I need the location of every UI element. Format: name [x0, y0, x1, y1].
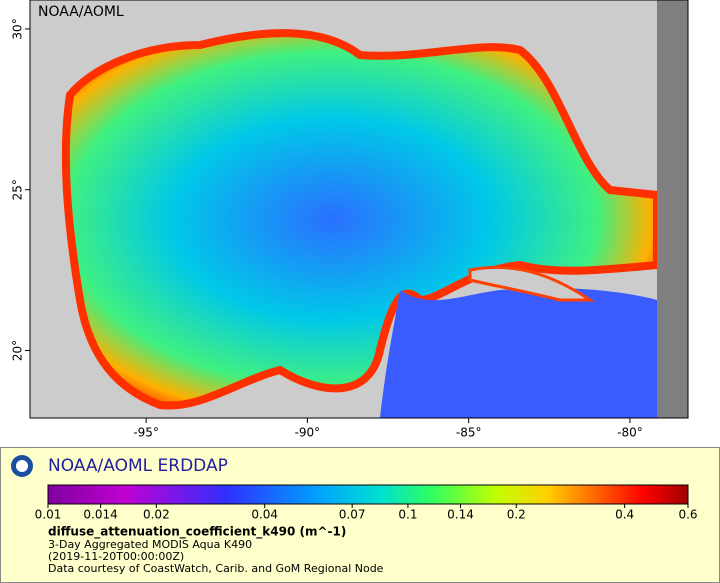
x-tick-label: -80° — [617, 426, 643, 440]
colorbar-tick-label: 0.04 — [251, 508, 278, 522]
colorbar-tick-label: 0.14 — [447, 508, 474, 522]
x-tick-label: -90° — [295, 426, 321, 440]
axes: -95° -90° -85° -80° 20° 25° 30° — [11, 18, 643, 439]
map: NOAA/AOML — [29, 0, 689, 419]
legend-line: Data courtesy of CoastWatch, Carib. and … — [48, 562, 384, 575]
legend: NOAA/AOML ERDDAP diffuse_attenuation_coe… — [0, 447, 720, 583]
colorbar-tick-label: 0.07 — [339, 508, 366, 522]
y-tick-label: 30° — [11, 18, 25, 39]
colorbar-tick-label: 0.02 — [143, 508, 170, 522]
y-tick-label: 25° — [11, 179, 25, 200]
x-tick-label: -95° — [133, 426, 159, 440]
agency-label: NOAA/AOML — [38, 4, 124, 20]
legend-line: 3-Day Aggregated MODIS Aqua K490 — [48, 538, 252, 551]
noaa-logo-inner — [16, 460, 28, 472]
legend-line: (2019-11-20T00:00:00Z) — [48, 550, 184, 563]
colorbar-tick-label: 0.2 — [507, 508, 526, 522]
cuba — [468, 265, 595, 302]
legend-box — [0, 447, 720, 583]
colorbar — [47, 484, 689, 505]
colorbar-tick-label: 0.01 — [35, 508, 62, 522]
legend-title: NOAA/AOML ERDDAP — [48, 456, 228, 476]
colorbar-tick-label: 0.6 — [678, 508, 697, 522]
map-frame — [29, 0, 689, 419]
y-tick-label: 20° — [11, 340, 25, 361]
variable-label: diffuse_attenuation_coefficient_k490 (m^… — [48, 525, 346, 540]
colorbar-tick-label: 0.1 — [398, 508, 417, 522]
caribbean-water — [380, 288, 657, 418]
colorbar-tick-label: 0.4 — [615, 508, 634, 522]
colorbar-tick-label: 0.014 — [83, 508, 117, 522]
colorbar-ticks: 0.01 0.014 0.02 0.04 0.07 0.1 0.14 0.2 0.4 0.6 — [35, 504, 698, 522]
x-tick-label: -85° — [456, 426, 482, 440]
no-data-band — [657, 0, 688, 418]
